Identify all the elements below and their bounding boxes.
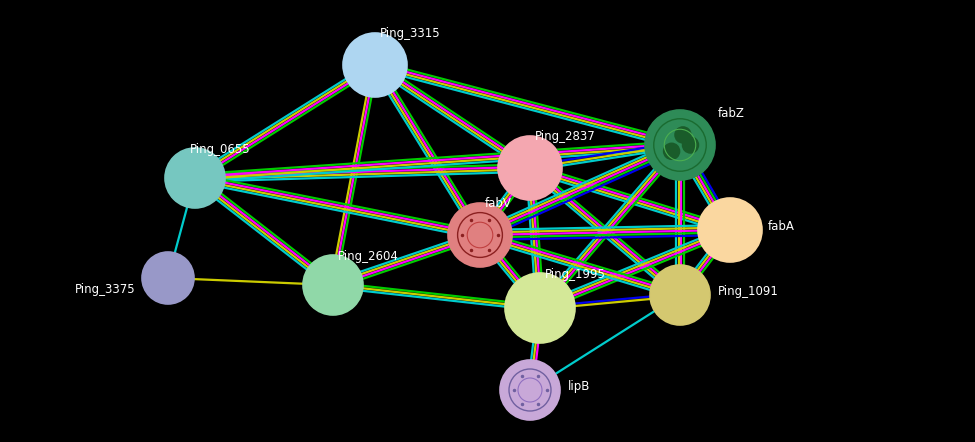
Text: Ping_2604: Ping_2604 [338, 250, 399, 263]
Text: Ping_1091: Ping_1091 [718, 285, 779, 298]
Circle shape [675, 126, 691, 144]
Circle shape [650, 265, 710, 325]
Circle shape [500, 360, 560, 420]
Text: Ping_1995: Ping_1995 [545, 268, 605, 281]
Text: fabZ: fabZ [718, 107, 745, 120]
Circle shape [142, 252, 194, 304]
Circle shape [165, 148, 225, 208]
Text: lipB: lipB [568, 380, 591, 393]
Circle shape [645, 110, 715, 180]
Text: Ping_3315: Ping_3315 [380, 27, 441, 40]
Circle shape [498, 136, 562, 200]
Circle shape [698, 198, 762, 262]
Text: fabV: fabV [485, 197, 512, 210]
Text: Ping_2837: Ping_2837 [535, 130, 596, 143]
Circle shape [303, 255, 363, 315]
Text: Ping_0655: Ping_0655 [190, 143, 251, 156]
Text: Ping_3375: Ping_3375 [75, 283, 136, 296]
Circle shape [343, 33, 407, 97]
Circle shape [663, 142, 681, 160]
Text: fabA: fabA [768, 220, 795, 233]
Circle shape [448, 203, 512, 267]
Circle shape [682, 136, 699, 154]
Circle shape [505, 273, 575, 343]
